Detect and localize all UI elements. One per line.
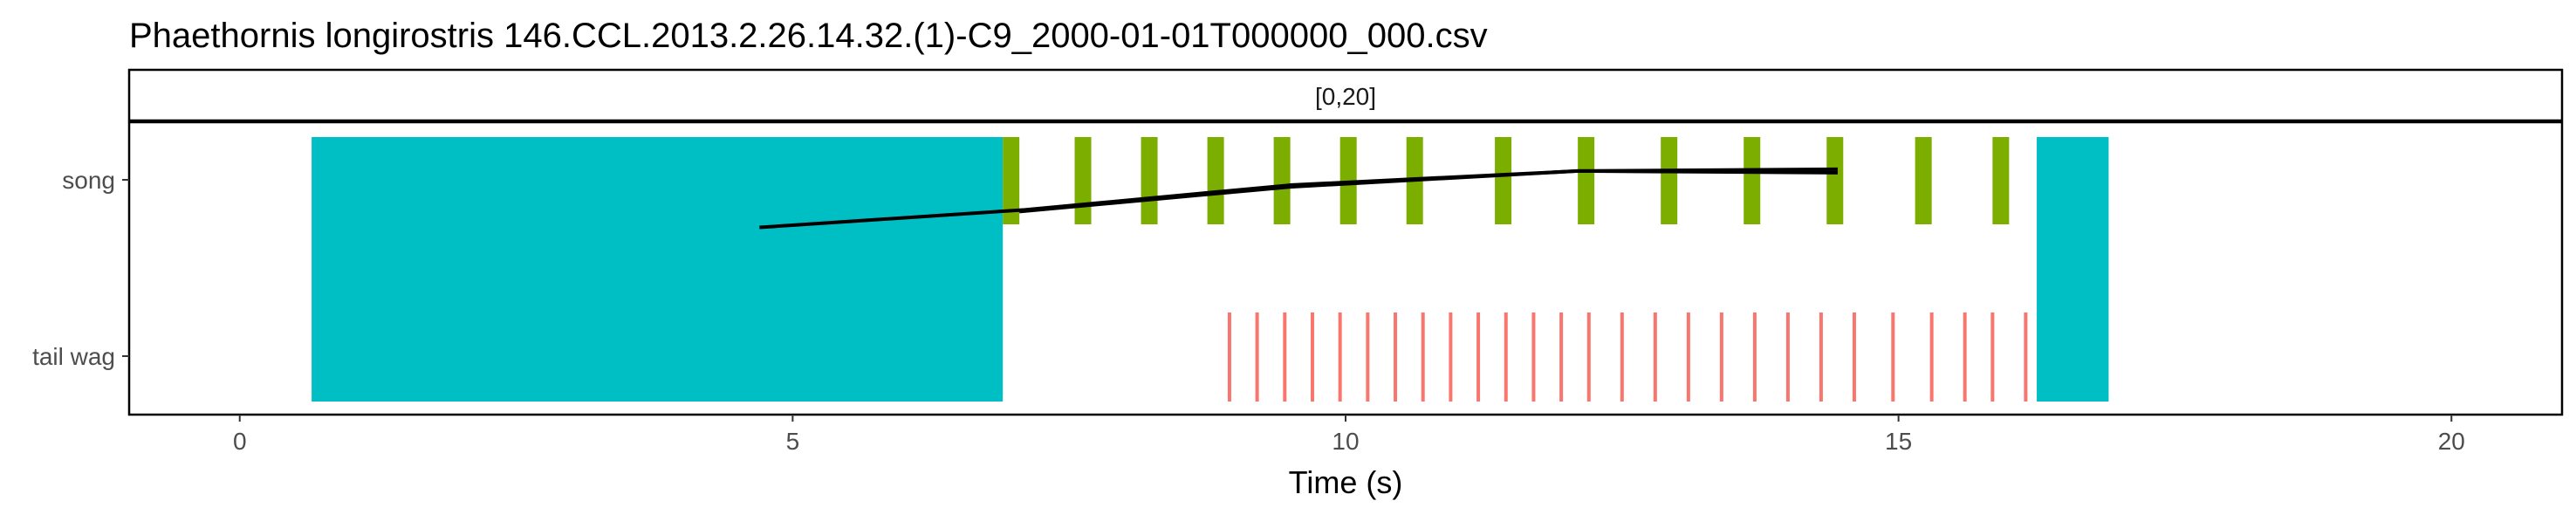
x-tick-label-2: 5 — [786, 428, 800, 455]
song-event-1 — [1003, 137, 1020, 224]
background-block-1 — [312, 137, 1004, 402]
song-event-12 — [1826, 137, 1844, 224]
x-tick-label-5: 20 — [2438, 428, 2465, 455]
trend-lines — [759, 167, 1838, 230]
song-event-10 — [1661, 137, 1678, 224]
x-tick-label-4: 15 — [1885, 428, 1912, 455]
x-axis-title: Time (s) — [1289, 464, 1403, 500]
song-event-4 — [1207, 137, 1224, 224]
song-event-13 — [1915, 137, 1932, 224]
background-block-2 — [2037, 137, 2109, 402]
song-events — [1003, 137, 2010, 224]
y-tick-label-1: song — [62, 167, 115, 194]
trend-line-2 — [759, 167, 1838, 230]
song-event-9 — [1578, 137, 1595, 224]
x-tick-label-1: 0 — [233, 428, 247, 455]
tail-wag-events — [1227, 312, 2028, 402]
facet-strip — [127, 68, 2564, 122]
x-axis: 0 5 10 15 20 — [233, 415, 2465, 455]
chart-title: Phaethornis longirostris 146.CCL.2013.2.… — [129, 17, 1488, 55]
song-event-3 — [1141, 137, 1158, 224]
song-event-2 — [1074, 137, 1092, 224]
background-blocks — [312, 137, 2109, 402]
song-event-11 — [1744, 137, 1761, 224]
x-tick-label-3: 10 — [1332, 428, 1359, 455]
y-axis: song tail wag — [32, 167, 129, 370]
facet-label: [0,20] — [1315, 83, 1376, 110]
song-event-14 — [1992, 137, 2010, 224]
y-tick-label-2: tail wag — [32, 343, 115, 370]
song-event-8 — [1495, 137, 1512, 224]
song-event-5 — [1273, 137, 1291, 224]
